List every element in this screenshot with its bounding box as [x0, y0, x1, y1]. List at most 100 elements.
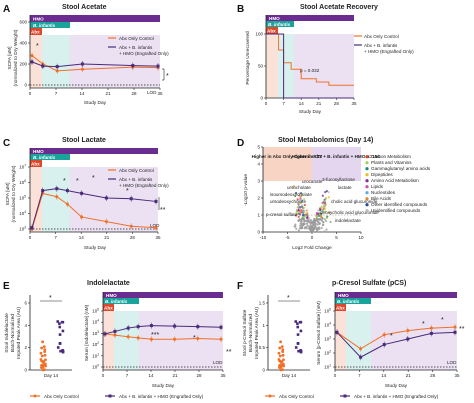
x-tick-label: 7: [126, 373, 129, 378]
metabolite-point: [323, 198, 326, 201]
f-hmo-shade: [371, 311, 457, 370]
panel-d-title: Stool Metabolomics (Day 14): [278, 137, 373, 144]
x-tick-label: 14: [148, 373, 154, 378]
y-tick-label: 103: [92, 330, 99, 336]
metabolite-point: [305, 212, 308, 215]
y-tick-label: 400: [19, 41, 27, 46]
f-stool-sig-star: *: [287, 295, 290, 302]
panel-e-title: Indolelactate: [87, 280, 130, 287]
e-hmo-shade: [139, 311, 223, 370]
metabolite-point: [320, 219, 323, 222]
y-tick-label: 0: [260, 96, 263, 101]
b-abx-band: [266, 27, 278, 34]
y-tick-exponent: 5: [329, 308, 331, 312]
metabolite-point: [314, 219, 318, 222]
f-abx-shade: [335, 311, 346, 370]
c-y-ticks: 107 106 105 104 103: [19, 164, 30, 232]
x-tick-label: 5: [335, 235, 338, 240]
x-tick-label: 0: [29, 235, 32, 240]
metabolite-point: [299, 224, 302, 227]
y-tick-label: 102: [324, 350, 331, 356]
metabolite-point: [293, 195, 297, 198]
b-x-ticks: 0 7 14 21 28 35: [265, 98, 357, 106]
ctrl-point: [279, 340, 283, 344]
f-x-label: Study Day: [385, 383, 408, 389]
metabolite-point: [295, 211, 298, 214]
metabolite-point: [313, 225, 316, 228]
d-x-ticks: -10 -5 0 5 10: [260, 232, 364, 240]
ctrl-point: [278, 354, 282, 358]
ctrl-point: [281, 348, 285, 352]
x-tick-label: 28: [430, 373, 436, 378]
data-point: [429, 326, 433, 330]
y-tick-label: 106: [19, 179, 26, 185]
y-tick-exponent: 3: [24, 226, 26, 230]
metabolite-point: [303, 219, 306, 222]
data-point: [136, 336, 140, 340]
panel-letter-b: B: [237, 4, 244, 15]
metabolite-point: [294, 225, 297, 228]
y-tick-exponent: 4: [24, 210, 26, 214]
metabolite-point: [294, 191, 298, 195]
data-point: [80, 191, 84, 195]
x-tick-label: 10: [358, 235, 364, 240]
b-infantis-band-label: B. infantis: [268, 22, 291, 27]
metabolite-point: [296, 198, 299, 201]
abx-band: [30, 28, 42, 35]
e-lod-label: LOD: [213, 360, 223, 365]
ctrl-point: [43, 348, 47, 352]
bottom-legend: Abx Only Control Abx + B. infantis + HMO…: [30, 394, 439, 399]
d-box-treatment: [312, 147, 361, 181]
ctrl-point: [281, 353, 285, 357]
metabolite-point: [327, 196, 330, 199]
y-tick-label: 104: [19, 210, 26, 216]
series-line: [336, 326, 456, 350]
y-tick-label: 2: [257, 196, 260, 201]
bottom-legend-trt: Abx + B. infantis + HMO (Engrafted Only): [119, 394, 204, 399]
data-point: [359, 355, 363, 359]
f-y-ticks: 105 104 103 102 101: [324, 308, 335, 370]
d-box-treatment-label: Higher in Abx + B. infantis + HMO n=154: [292, 154, 380, 159]
e-sig-star-1: ***: [151, 332, 159, 339]
data-point: [219, 325, 223, 329]
trt-point: [297, 349, 300, 353]
metabolite-point: [328, 211, 331, 214]
d-legend-swatch: [365, 197, 369, 201]
e-abx-band-label: Abx: [104, 306, 113, 311]
y-tick-label: 105: [324, 308, 331, 314]
data-point: [41, 189, 45, 193]
data-point: [382, 333, 386, 337]
metabolite-point: [295, 208, 298, 211]
b-y-ticks: 0 50 100: [255, 32, 266, 101]
trt-point: [56, 320, 60, 323]
series-line: [104, 325, 222, 335]
metabolite-point: [325, 189, 328, 193]
d-x-label: Log2 Fold Change: [292, 245, 332, 251]
trt-point: [58, 342, 62, 345]
metabolite-point: [323, 205, 326, 208]
d-box-control-label: Higher in Abx Only Control n=77: [252, 154, 323, 159]
metabolite-point: [292, 185, 295, 188]
panel-f: F p-Cresol Sulfate (pCS) 0 0.5 1 1.5 Stool …: [237, 280, 465, 389]
metabolite-point: [299, 195, 302, 198]
metabolite-point: [297, 229, 301, 232]
data-point: [129, 224, 133, 228]
data-point: [41, 64, 45, 68]
e-abx-band: [103, 304, 114, 311]
metabolite-point: [308, 220, 311, 224]
x-tick-label: 7: [55, 91, 58, 96]
data-point: [80, 62, 84, 66]
y-tick-exponent: 0: [97, 364, 99, 368]
trt-point: [296, 325, 300, 329]
c-plot-area: [30, 185, 158, 232]
c-legend-trt-2: + HMO (Engrafted Only): [119, 183, 169, 188]
d-label-pcs: p-cresol sulfate: [266, 212, 298, 217]
a-legend-trt: Abx + B. infantis: [119, 45, 153, 50]
e-stool-y-ticks: 0 2 4 6: [24, 301, 30, 373]
x-tick-label: -10: [260, 235, 267, 240]
series-line: [336, 331, 456, 358]
x-tick-label: 35: [454, 373, 460, 378]
a-legend-trt-2: + HMO (Engrafted Only): [119, 51, 169, 56]
trt-point: [58, 333, 62, 336]
